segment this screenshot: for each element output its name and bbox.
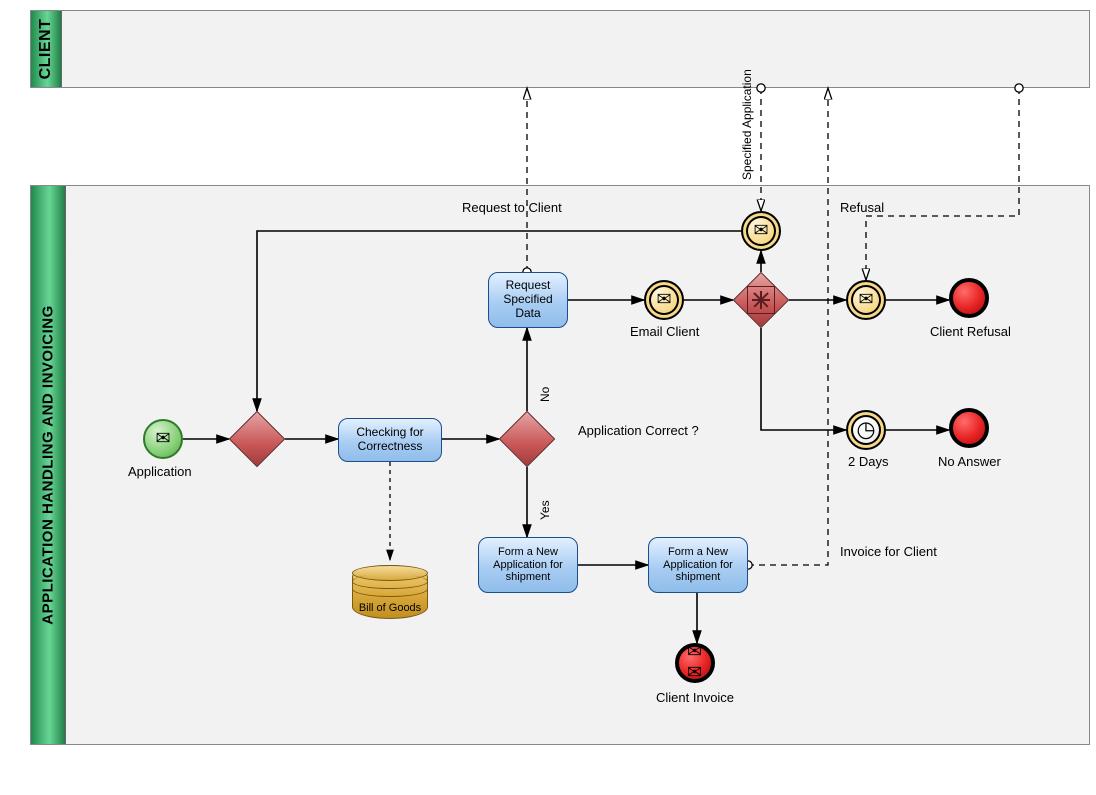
- label-invoice-for-client: Invoice for Client: [840, 544, 937, 559]
- task-checking: Checking for Correctness: [338, 418, 442, 462]
- envelope-icon: ✉: [656, 289, 671, 310]
- label-application-correct: Application Correct ?: [578, 423, 699, 439]
- task-label: Request Specified Data: [495, 279, 561, 320]
- label-no: No: [538, 387, 552, 402]
- label-email-client: Email Client: [630, 324, 699, 339]
- envelope-icon: [858, 289, 873, 310]
- intermediate-event-email-client: ✉: [644, 280, 684, 320]
- task-form2: Form a New Application for shipment: [648, 537, 748, 593]
- envelope-icon: [155, 428, 170, 449]
- datastore-bill: Bill of Goods: [352, 565, 428, 619]
- end-event-client-refusal: [949, 278, 989, 318]
- envelope-icon: ✉: [687, 641, 703, 683]
- label-request-to-client: Request to Client: [462, 200, 562, 215]
- intermediate-event-timer: [846, 410, 886, 450]
- label-refusal: Refusal: [840, 200, 884, 215]
- clock-icon: [856, 416, 875, 442]
- task-label: Form a New Application for shipment: [485, 546, 571, 584]
- end-event-client-invoice: ✉: [675, 643, 715, 683]
- pool-client: CLIENT: [30, 10, 1090, 88]
- intermediate-event-specified-app: [741, 211, 781, 251]
- task-request-specified: Request Specified Data: [488, 272, 568, 328]
- pool-header-client: CLIENT: [31, 11, 62, 87]
- pool-label-app: APPLICATION HANDLING AND INVOICING: [40, 305, 57, 625]
- end-event-no-answer: [949, 408, 989, 448]
- label-no-answer: No Answer: [938, 454, 1001, 469]
- label-specified-application: Specified Application: [740, 69, 754, 180]
- label-application: Application: [128, 464, 192, 479]
- task-label: Form a New Application for shipment: [655, 546, 741, 584]
- task-label: Checking for Correctness: [345, 426, 435, 454]
- label-yes: Yes: [538, 500, 552, 520]
- datastore-label: Bill of Goods: [353, 602, 427, 614]
- envelope-icon: [753, 220, 768, 241]
- intermediate-event-refusal: [846, 280, 886, 320]
- label-client-invoice: Client Invoice: [656, 690, 734, 705]
- pool-label-client: CLIENT: [37, 19, 55, 80]
- start-event-application: [143, 419, 183, 459]
- label-2days: 2 Days: [848, 454, 888, 469]
- label-client-refusal: Client Refusal: [930, 324, 1011, 339]
- task-form1: Form a New Application for shipment: [478, 537, 578, 593]
